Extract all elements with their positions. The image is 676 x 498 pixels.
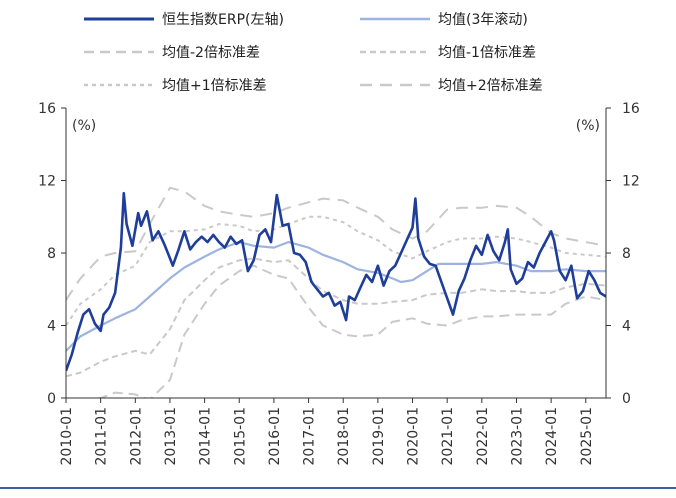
- legend-label: 均值+1倍标准差: [162, 78, 267, 94]
- x-tick-label: 2022-01: [475, 407, 491, 466]
- x-tick-label: 2018-01: [336, 407, 352, 466]
- y-tick-label-right: 4: [622, 319, 631, 335]
- y-tick-label-left: 12: [38, 174, 56, 190]
- legend-label: 均值-2倍标准差: [162, 45, 260, 61]
- x-tick-label: 2024-01: [544, 407, 560, 466]
- y-tick-label-left: 8: [47, 246, 56, 262]
- x-tick-label: 2010-01: [59, 407, 75, 466]
- x-tick-label: 2019-01: [371, 407, 387, 466]
- x-tick-label: 2016-01: [267, 407, 283, 466]
- y-tick-label-right: 12: [622, 174, 640, 190]
- y-tick-label-left: 0: [47, 391, 56, 407]
- series-line-3: [94, 264, 606, 398]
- x-tick-label: 2013-01: [163, 407, 179, 466]
- legend-label: 均值+2倍标准差: [438, 78, 543, 94]
- series-layer: [66, 186, 606, 398]
- x-tick-label: 2017-01: [302, 407, 318, 466]
- y-unit-left: (%): [72, 118, 96, 134]
- y-tick-label-left: 4: [47, 319, 56, 335]
- y-tick-label-right: 0: [622, 391, 631, 407]
- x-tick-label: 2025-01: [579, 407, 595, 466]
- x-tick-label: 2014-01: [198, 407, 214, 466]
- axes: [61, 107, 611, 403]
- x-tick-label: 2020-01: [406, 407, 422, 466]
- tick-labels: 0 0 4 4 8 8 12 12 16 16 (%) (%) 2010-01 2011-01 2012-0…: [38, 101, 640, 466]
- legend-label: 均值-1倍标准差: [438, 45, 536, 61]
- legend-label: 均值(3年滚动): [438, 11, 528, 28]
- legend-label: 恒生指数ERP(左轴): [162, 12, 284, 28]
- y-tick-label-right: 16: [622, 101, 640, 117]
- series-line-4: [66, 257, 606, 378]
- series-line-5: [66, 215, 606, 327]
- y-tick-label-left: 16: [38, 101, 56, 117]
- x-tick-label: 2011-01: [94, 407, 110, 466]
- legend: 恒生指数ERP(左轴) 均值(3年滚动) 均值-2倍标准差 均值-1倍标准差均值+1倍…: [84, 11, 543, 94]
- y-unit-right: (%): [576, 118, 600, 134]
- y-tick-label-right: 8: [622, 246, 631, 262]
- x-tick-label: 2012-01: [128, 407, 144, 466]
- x-tick-label: 2023-01: [510, 407, 526, 466]
- x-tick-label: 2015-01: [232, 407, 248, 466]
- series-line-6: [66, 186, 606, 301]
- x-tick-label: 2021-01: [440, 407, 456, 466]
- series-line-1: [66, 191, 606, 372]
